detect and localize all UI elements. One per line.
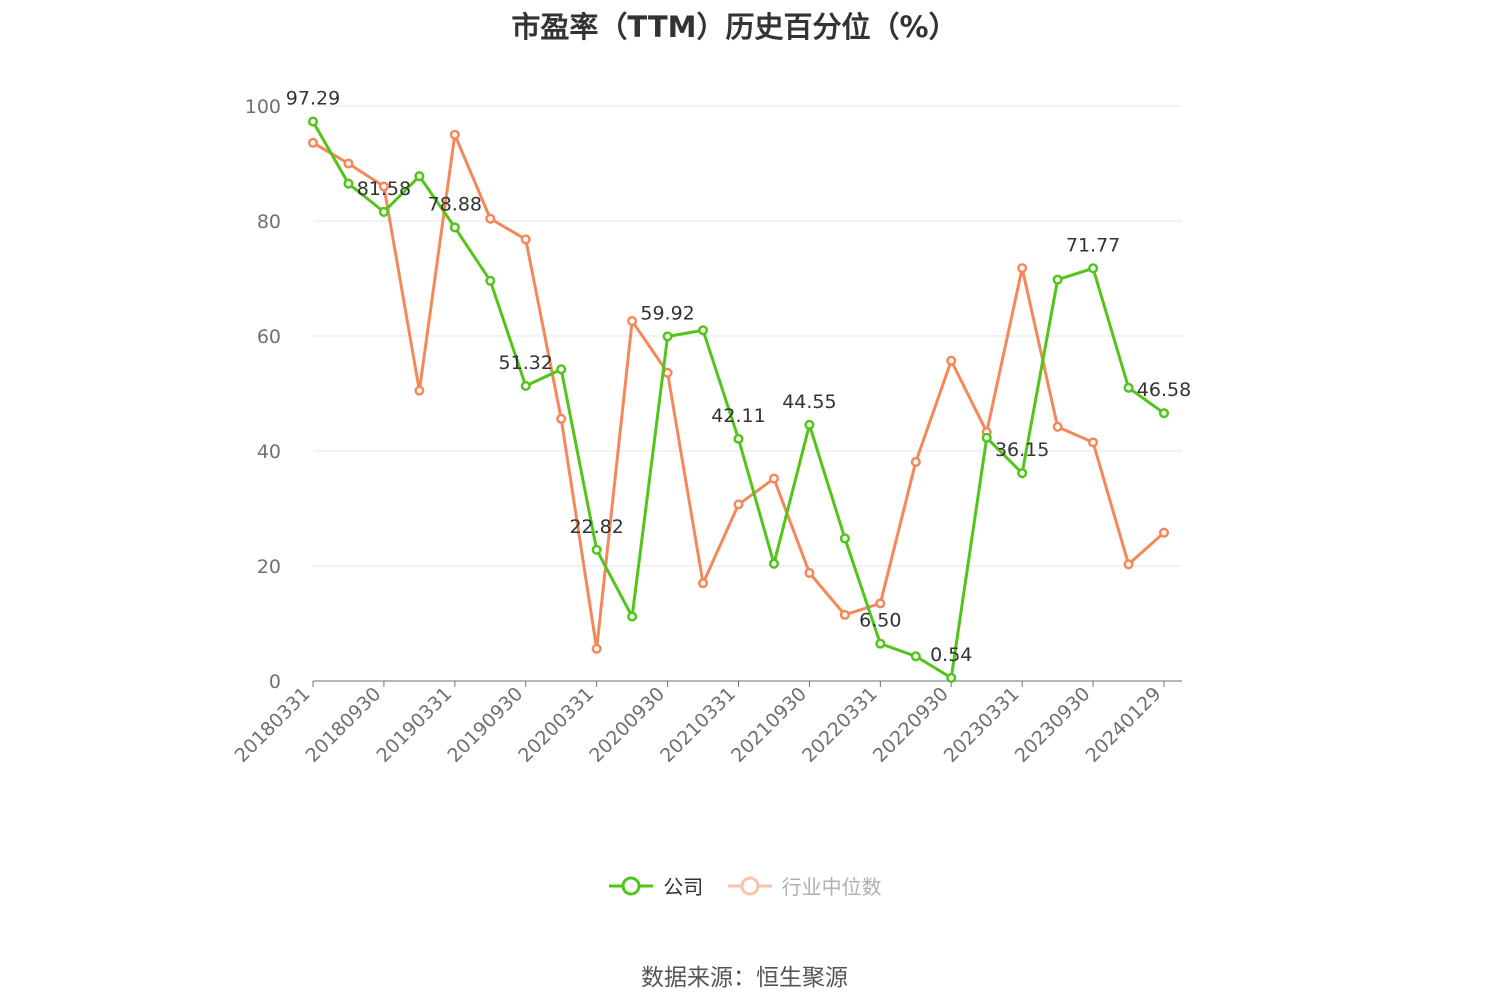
data-label-20200930: 59.92 <box>640 302 694 324</box>
data-label-20240129: 46.58 <box>1137 379 1191 401</box>
y-tick-label-40: 40 <box>257 441 281 463</box>
point-series-1-20181231 <box>414 385 425 396</box>
data-label-20180331: 97.29 <box>286 88 340 110</box>
point-series-1-20230630 <box>1052 421 1063 432</box>
point-series-0-20181231 <box>414 171 425 182</box>
point-series-0-20191231 <box>556 364 567 375</box>
x-tick-label-20200930: 20200930 <box>585 683 669 767</box>
legend-industry-label: 行业中位数 <box>781 875 882 899</box>
x-tick-label-20230331: 20230331 <box>940 683 1024 767</box>
point-series-1-20211231 <box>839 609 850 620</box>
point-series-1-20240129 <box>1158 527 1170 538</box>
point-series-0-20210630 <box>768 558 780 569</box>
point-series-1-20220930 <box>946 355 957 366</box>
series-lines <box>307 116 1170 683</box>
y-tick-label-60: 60 <box>257 326 281 348</box>
point-series-1-20210630 <box>768 473 780 484</box>
point-series-0-20180331 <box>307 116 319 127</box>
source-note: 数据来源：恒生聚源 <box>641 965 848 991</box>
point-series-1-20230930 <box>1088 437 1099 448</box>
data-label-20210331: 42.11 <box>711 405 765 427</box>
legend-company-line-icon <box>609 876 654 895</box>
x-tick-label-20210331: 20210331 <box>656 683 740 767</box>
y-tick-label-20: 20 <box>257 556 281 578</box>
point-series-1-20180930 <box>378 181 389 192</box>
point-series-0-20230331 <box>1017 468 1028 479</box>
x-tick-label-20240129: 20240129 <box>1082 683 1166 767</box>
data-label-20200331: 22.82 <box>569 516 623 538</box>
y-tick-label-80: 80 <box>257 211 281 233</box>
point-series-1-20231231 <box>1123 559 1134 570</box>
data-label-20220930: 0.54 <box>930 644 972 666</box>
point-series-1-20220630 <box>910 456 921 467</box>
point-series-1-20200930 <box>662 367 673 378</box>
point-series-0-20210930 <box>804 419 815 430</box>
point-series-0-20221231 <box>981 432 992 443</box>
x-tick-label-20180331: 20180331 <box>231 683 315 767</box>
legend-company-label: 公司 <box>663 875 704 899</box>
point-series-0-20220930 <box>946 672 957 683</box>
point-series-0-20200630 <box>627 611 638 622</box>
point-series-0-20230930 <box>1088 263 1099 274</box>
point-series-1-20201231 <box>697 578 709 589</box>
x-tick-label-20190331: 20190331 <box>372 683 456 767</box>
line-chart: 0 20 40 60 80 100 2018033120180930201903312019… <box>231 88 1192 767</box>
point-series-0-20190630 <box>485 275 496 286</box>
point-series-1-20180630 <box>343 158 354 169</box>
point-series-1-20190630 <box>485 213 496 224</box>
point-series-0-20230630 <box>1052 274 1063 285</box>
point-series-0-20240129 <box>1158 408 1170 419</box>
data-label-20190331: 78.88 <box>428 193 482 215</box>
legend-item-industry-median[interactable]: 行业中位数 <box>726 871 882 900</box>
legend-item-company[interactable]: 公司 <box>607 871 703 900</box>
point-series-1-20180331 <box>307 137 319 148</box>
x-tick-label-20220331: 20220331 <box>798 683 882 767</box>
point-series-0-20200331 <box>591 544 602 555</box>
data-label-20220331: 6.50 <box>859 610 901 632</box>
data-label-20230331: 36.15 <box>995 439 1049 461</box>
legend: 公司 行业中位数 <box>0 871 1489 902</box>
point-series-0-20180630 <box>343 178 354 189</box>
point-series-0-20200930 <box>662 331 673 342</box>
point-series-1-20220331 <box>875 598 886 609</box>
point-series-1-20191231 <box>556 413 567 424</box>
point-series-0-20190930 <box>520 380 531 391</box>
point-series-0-20201231 <box>697 325 709 336</box>
y-tick-label-0: 0 <box>269 671 281 693</box>
data-labels: 97.29 81.58 78.88 51.32 22.82 59.92 42.11 44.55… <box>286 88 1191 666</box>
data-label-20180930: 81.58 <box>357 178 411 200</box>
legend-industry-line-icon <box>727 876 772 895</box>
point-series-0-20190331 <box>449 222 460 233</box>
point-series-1-20190331 <box>449 129 460 140</box>
y-tick-label-100: 100 <box>245 96 281 118</box>
point-series-0-20211231 <box>839 533 850 544</box>
x-tick-label-20230930: 20230930 <box>1011 683 1095 767</box>
point-series-0-20220331 <box>875 638 886 649</box>
x-tick-label-20180930: 20180930 <box>302 683 386 767</box>
point-series-0-20210331 <box>733 433 744 444</box>
x-tick-label-20220930: 20220930 <box>869 683 953 767</box>
point-series-1-20190930 <box>520 234 531 245</box>
chart-title: 市盈率（TTM）历史百分位（%） <box>511 10 958 44</box>
point-series-1-20200630 <box>627 316 638 327</box>
point-series-1-20230331 <box>1017 263 1028 274</box>
data-label-20190930: 51.32 <box>499 352 553 374</box>
point-series-0-20220630 <box>910 651 921 662</box>
data-label-20210930: 44.55 <box>782 391 836 413</box>
x-tick-label-20190930: 20190930 <box>443 683 527 767</box>
x-tick-label-20210930: 20210930 <box>727 683 811 767</box>
point-series-1-20200331 <box>591 643 602 654</box>
point-series-1-20210331 <box>733 499 744 510</box>
point-series-1-20210930 <box>804 567 815 578</box>
point-series-0-20231231 <box>1123 382 1134 393</box>
point-series-0-20180930 <box>378 206 389 217</box>
data-label-20230930: 71.77 <box>1066 234 1120 256</box>
x-tick-label-20200331: 20200331 <box>514 683 598 767</box>
